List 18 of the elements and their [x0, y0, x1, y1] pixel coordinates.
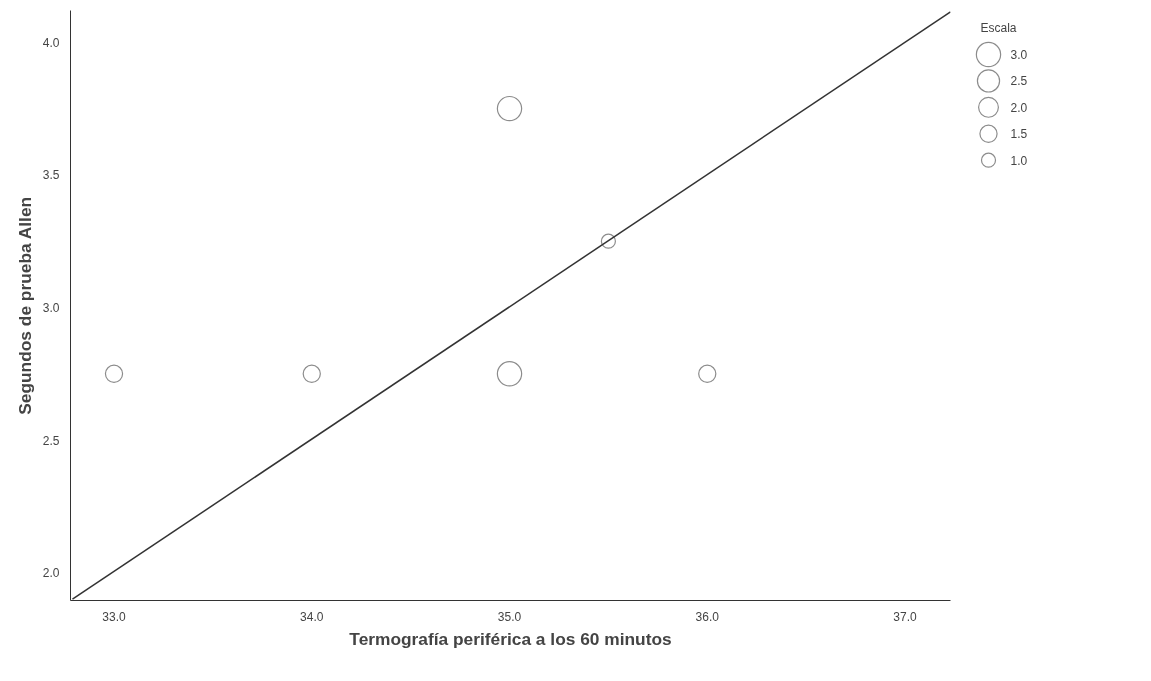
y-axis-title: Segundos de prueba Allen [14, 196, 35, 415]
y-tick-label: 3.0 [42, 300, 60, 315]
legend-title: Escala [980, 21, 1017, 36]
y-tick-label: 3.5 [42, 168, 60, 183]
x-tick-label: 34.0 [300, 609, 324, 624]
legend-label: 1.0 [1010, 153, 1028, 168]
legend-label: 1.5 [1010, 127, 1028, 142]
legend-label: 2.5 [1010, 74, 1028, 89]
x-tick-label: 35.0 [497, 609, 522, 624]
x-tick-label: 37.0 [893, 609, 918, 624]
legend-label: 3.0 [1010, 48, 1028, 63]
legend-label: 2.0 [1010, 100, 1028, 115]
x-axis-title: Termografía periférica a los 60 minutos [349, 628, 672, 649]
x-tick-label: 33.0 [102, 609, 127, 624]
y-tick-label: 4.0 [42, 35, 60, 50]
y-tick-label: 2.5 [42, 433, 60, 448]
x-tick-label: 36.0 [695, 609, 720, 624]
y-tick-label: 2.0 [42, 566, 60, 581]
